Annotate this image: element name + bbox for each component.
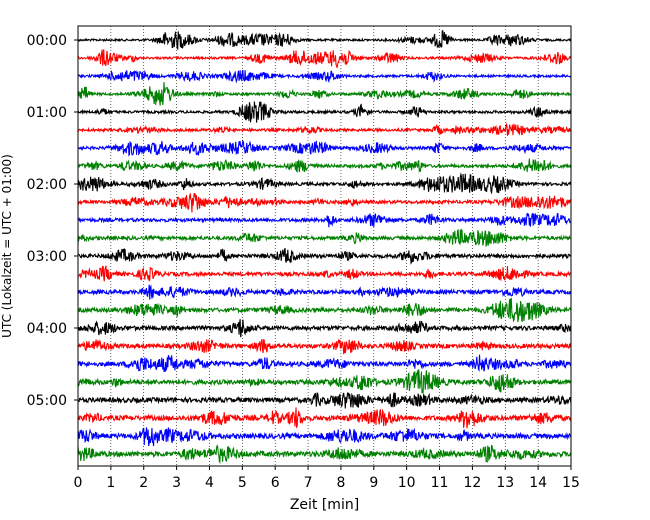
x-tick-label: 0 <box>74 475 83 491</box>
y-tick-label: 02:00 <box>27 177 67 193</box>
seismogram-trace <box>77 284 572 300</box>
y-axis-ticks: 00:00 01:00 02:00 03:00 04:00 05:00 <box>27 33 78 409</box>
seismogram-trace <box>77 30 572 51</box>
seismogram-trace <box>77 82 572 106</box>
x-tick-label: 8 <box>336 475 345 491</box>
y-tick-label: 00:00 <box>27 33 67 49</box>
seismogram-trace <box>77 122 572 136</box>
y-tick-label: 03:00 <box>27 249 67 265</box>
seismogram-trace <box>77 444 572 465</box>
seismogram-trace <box>77 172 572 195</box>
y-tick-label: 04:00 <box>27 321 67 337</box>
x-tick-label: 13 <box>496 475 514 491</box>
seismogram-trace <box>77 228 571 248</box>
seismogram-trace <box>77 297 572 323</box>
x-axis-label: Zeit [min] <box>290 497 359 513</box>
x-tick-label: 10 <box>398 475 416 491</box>
seismogram-trace <box>77 247 572 265</box>
seismogram-trace <box>77 319 572 338</box>
seismogram-trace <box>77 369 572 394</box>
x-tick-label: 2 <box>139 475 148 491</box>
seismogram-trace <box>77 354 572 373</box>
seismogram-trace <box>77 212 572 228</box>
x-tick-label: 11 <box>431 475 449 491</box>
seismogram-trace <box>77 139 572 157</box>
plot-frame <box>77 25 572 467</box>
x-tick-label: 9 <box>369 475 378 491</box>
seismogram-trace <box>77 427 572 447</box>
seismogram-trace <box>77 101 572 123</box>
x-tick-label: 3 <box>172 475 181 491</box>
x-tick-label: 6 <box>271 475 280 491</box>
y-tick-label: 01:00 <box>27 105 67 121</box>
x-tick-label: 14 <box>529 475 547 491</box>
y-tick-label: 05:00 <box>27 393 67 409</box>
x-tick-label: 15 <box>562 475 580 491</box>
x-tick-label: 1 <box>106 475 115 491</box>
x-tick-label: 12 <box>463 475 481 491</box>
trace-group <box>77 30 572 465</box>
seismogram-trace <box>77 338 572 355</box>
x-tick-label: 4 <box>205 475 214 491</box>
seismogram-trace <box>77 192 572 213</box>
x-tick-label: 5 <box>238 475 247 491</box>
vertical-grid <box>110 26 539 466</box>
seismogram-trace <box>77 158 572 173</box>
y-axis-label: UTC (Lokalzeit = UTC + 01:00) <box>0 154 14 338</box>
seismogram-trace <box>77 49 572 68</box>
x-axis-ticks: 0 1 2 3 4 5 6 7 8 9 10 11 12 13 14 15 <box>74 466 580 491</box>
seismogram-trace <box>77 69 572 84</box>
x-tick-label: 7 <box>304 475 313 491</box>
seismogram-trace <box>77 392 572 409</box>
seismogram-trace <box>77 407 572 429</box>
seismogram-trace <box>77 265 572 282</box>
